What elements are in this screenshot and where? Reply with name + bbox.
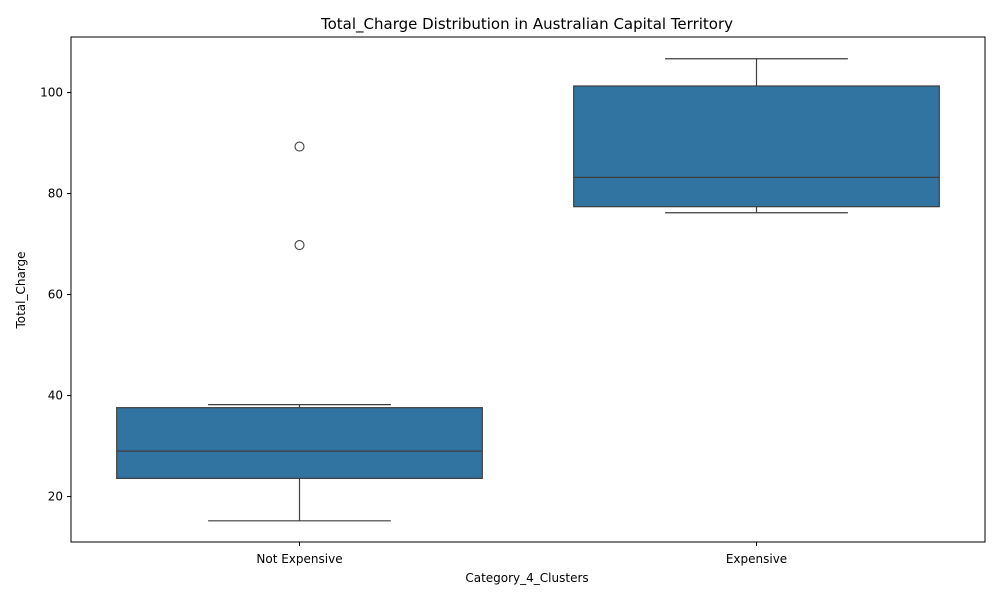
- x-tick-label: Expensive: [726, 552, 787, 566]
- y-tick-label: 100: [40, 86, 63, 100]
- outlier-point: [294, 240, 305, 251]
- box-group: [573, 58, 940, 214]
- plot-area: [116, 58, 940, 522]
- x-tick-label: Not Expensive: [256, 552, 342, 566]
- x-axis: Not Expensive Expensive: [256, 542, 787, 566]
- iqr-box: [573, 85, 940, 208]
- x-axis-label: Category_4_Clusters: [465, 571, 588, 585]
- chart-title: Total_Charge Distribution in Australian …: [320, 15, 733, 34]
- y-tick-label: 20: [48, 490, 63, 504]
- iqr-box: [116, 407, 483, 479]
- y-tick-label: 60: [48, 288, 63, 302]
- y-axis-label: Total_Charge: [14, 251, 28, 329]
- plot-frame: [70, 36, 986, 543]
- y-axis: 20 40 60 80 100: [40, 86, 71, 504]
- y-tick-label: 40: [48, 389, 63, 403]
- outlier-point: [294, 141, 305, 152]
- box-group: [116, 141, 483, 522]
- y-tick-label: 80: [48, 187, 63, 201]
